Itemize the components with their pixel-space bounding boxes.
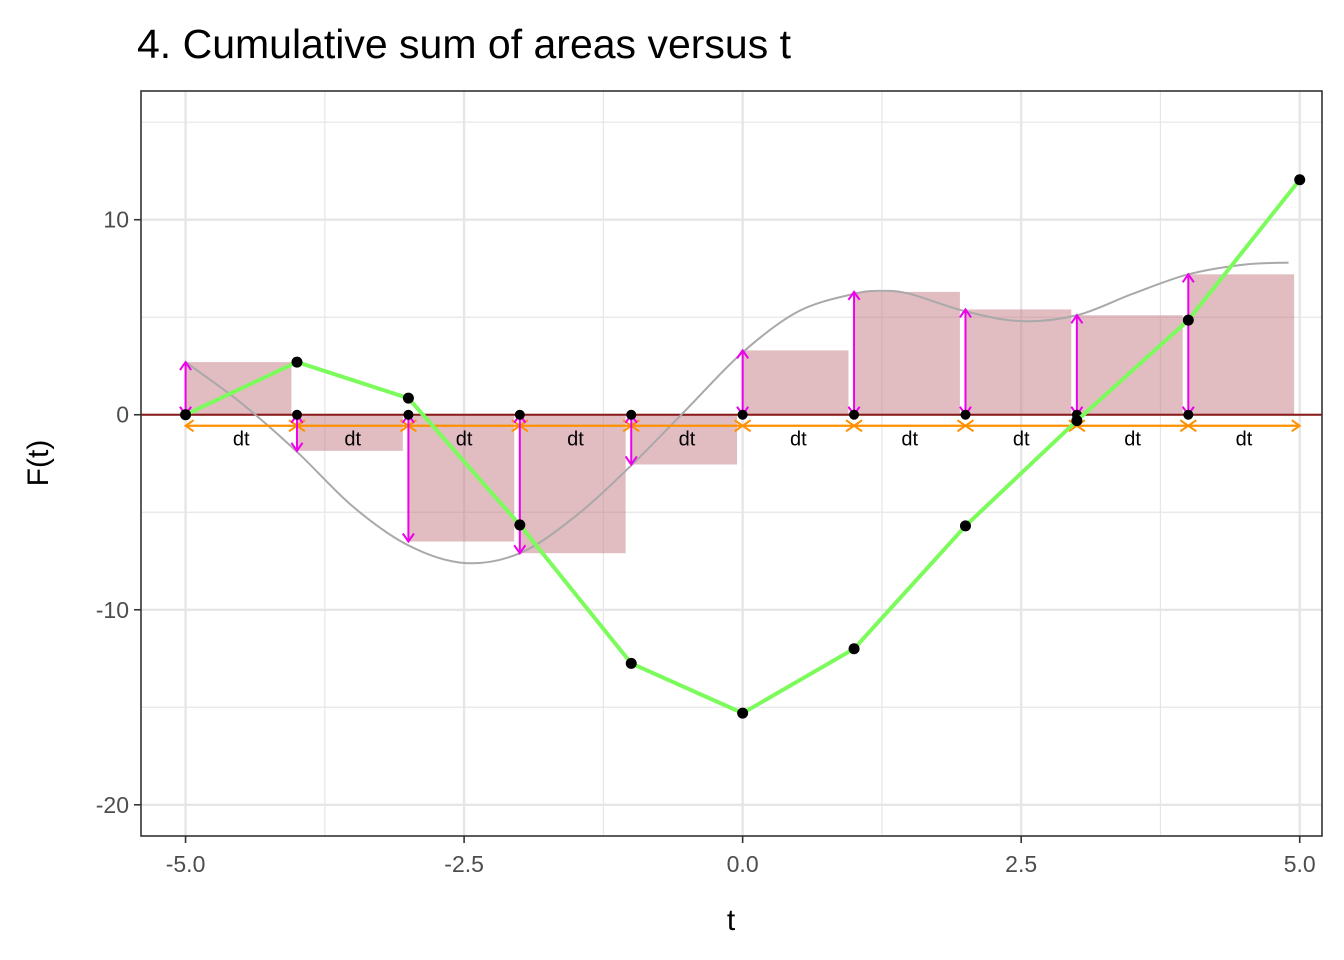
dt-label: dt bbox=[1124, 429, 1141, 451]
x-tick-label: 2.5 bbox=[1005, 851, 1037, 877]
cumulative-point bbox=[402, 392, 414, 404]
function-curve bbox=[184, 261, 1289, 565]
area-bar bbox=[1188, 274, 1295, 415]
dt-label: dt bbox=[344, 429, 361, 451]
height-arrow-head bbox=[401, 532, 415, 544]
x-tick-label: -2.5 bbox=[444, 851, 484, 877]
plot-area: dt dt dt dt dt dt dt dt dt dt bbox=[141, 174, 1322, 719]
dt-arrow-head bbox=[740, 419, 752, 433]
grid bbox=[141, 91, 1322, 836]
dt-arrow-head bbox=[1291, 419, 1302, 433]
height-arrow-head bbox=[290, 442, 304, 453]
chart-title: 4. Cumulative sum of areas versus t bbox=[137, 21, 792, 67]
cumulative-point bbox=[514, 519, 526, 531]
baseline-point bbox=[514, 409, 525, 420]
cumulative-point bbox=[180, 409, 192, 421]
height-arrow-head bbox=[1181, 272, 1195, 283]
dt-label: dt bbox=[1236, 429, 1253, 451]
area-bar bbox=[631, 414, 738, 465]
panel-border bbox=[140, 90, 1323, 837]
dt-arrow-head bbox=[1186, 419, 1197, 433]
y-tick-label: 10 bbox=[103, 207, 129, 233]
area-bar bbox=[742, 350, 849, 415]
area-bar bbox=[965, 309, 1072, 415]
baseline-point bbox=[960, 409, 971, 420]
height-arrow-head bbox=[179, 360, 192, 371]
area-bar bbox=[1076, 315, 1183, 415]
cumulative-point bbox=[1071, 415, 1083, 427]
x-tick-label: 5.0 bbox=[1284, 851, 1316, 877]
dt-arrow-head bbox=[183, 419, 195, 433]
height-arrow-head bbox=[624, 455, 638, 467]
height-arrow-head bbox=[1070, 313, 1084, 324]
dt-label: dt bbox=[679, 429, 696, 451]
dt-arrow-head bbox=[852, 419, 863, 433]
height-arrow-head bbox=[736, 348, 750, 359]
area-bar bbox=[296, 414, 403, 451]
area-bar bbox=[854, 291, 960, 415]
axes: -5.0 -2.5 0.0 2.5 5.0 -20 -10 0 10 bbox=[96, 207, 1316, 877]
area-bar bbox=[408, 414, 515, 542]
baseline-point bbox=[737, 409, 748, 420]
dt-label: dt bbox=[1013, 429, 1030, 451]
x-tick-label: 0.0 bbox=[727, 851, 759, 877]
y-tick-label: -10 bbox=[96, 597, 129, 623]
cumulative-point bbox=[291, 356, 303, 368]
height-arrow-head bbox=[847, 290, 861, 301]
dt-label: dt bbox=[901, 429, 918, 451]
cumulative-point bbox=[1294, 174, 1306, 186]
cumulative-point bbox=[1182, 314, 1194, 326]
x-axis-title: t bbox=[727, 904, 736, 937]
height-arrow-head bbox=[959, 307, 972, 319]
dt-label: dt bbox=[567, 429, 584, 451]
baseline-point bbox=[291, 409, 302, 420]
baseline-point bbox=[849, 409, 860, 420]
y-axis-title: F(t) bbox=[22, 440, 55, 487]
dt-label: dt bbox=[790, 429, 807, 451]
dt-arrow-head bbox=[963, 419, 975, 433]
cumulative-point bbox=[737, 707, 749, 719]
cumulative-point bbox=[625, 657, 637, 669]
dt-label: dt bbox=[456, 429, 473, 451]
cumulative-point bbox=[959, 520, 971, 532]
area-bar bbox=[519, 414, 626, 554]
baseline-point bbox=[626, 409, 637, 420]
y-tick-label: 0 bbox=[116, 402, 129, 428]
y-tick-label: -20 bbox=[96, 792, 129, 818]
cumulative-point bbox=[848, 643, 860, 655]
dt-label: dt bbox=[233, 429, 250, 451]
height-arrow-head bbox=[513, 544, 527, 555]
x-tick-label: -5.0 bbox=[166, 851, 206, 877]
baseline-point bbox=[1183, 409, 1194, 420]
baseline-point bbox=[403, 409, 414, 420]
